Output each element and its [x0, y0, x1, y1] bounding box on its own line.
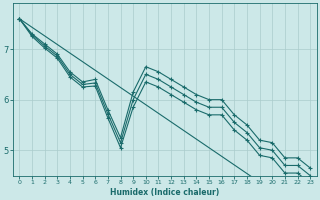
X-axis label: Humidex (Indice chaleur): Humidex (Indice chaleur) [110, 188, 220, 197]
